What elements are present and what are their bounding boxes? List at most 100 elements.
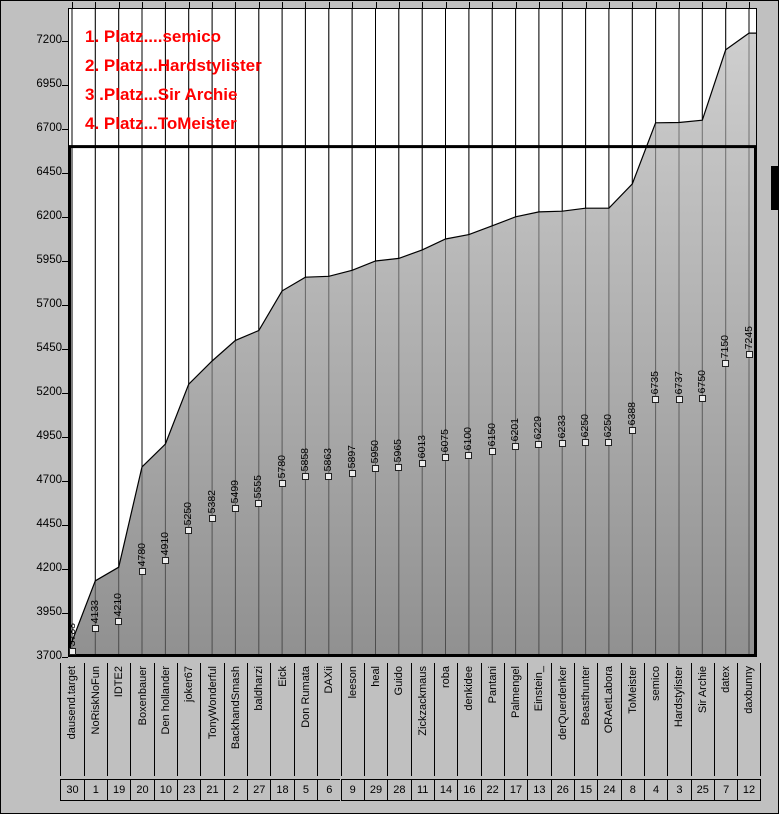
x-category-cell: Einstein_ xyxy=(527,663,550,776)
x-category-cell: baldharzi xyxy=(247,663,270,776)
data-point-marker xyxy=(488,447,496,455)
x-category-cell: heal xyxy=(363,663,387,776)
y-axis-label: 6950 xyxy=(36,78,62,90)
x-category-label: derQuerdenker xyxy=(556,666,569,740)
top-axis-tick xyxy=(212,2,214,9)
rank-number-cell: 23 xyxy=(177,779,201,801)
y-axis-tick xyxy=(62,217,68,218)
top-axis-tick xyxy=(188,2,190,9)
y-axis-tick xyxy=(62,657,68,658)
rank-number-cell: 20 xyxy=(130,779,154,801)
x-category-label: TonyWonderful xyxy=(206,666,219,740)
rank-number-cell: 11 xyxy=(410,779,434,801)
y-axis-label: 5700 xyxy=(36,298,62,310)
series-line xyxy=(68,32,757,643)
x-category-label: Den hollander xyxy=(159,666,172,735)
point-value-label: 5965 xyxy=(392,439,405,463)
top-axis-tick xyxy=(585,2,587,9)
data-point-marker xyxy=(185,526,193,534)
point-value-label: 6737 xyxy=(672,371,685,395)
rank-2-label: 2. Platz...Hardstylister xyxy=(85,56,262,75)
x-category-cell: BackhandSmash xyxy=(223,663,247,776)
data-point-marker xyxy=(115,618,123,626)
x-category-cell: dausend.target xyxy=(60,663,83,776)
plot-border xyxy=(68,8,757,657)
x-category-label: daxbunny xyxy=(742,666,755,714)
top-axis-tick xyxy=(632,2,634,9)
y-axis-tick xyxy=(62,569,68,570)
point-value-label: 4910 xyxy=(158,531,171,556)
x-category-cell: Boxenbauer xyxy=(130,663,153,776)
rank-number-cell: 9 xyxy=(340,779,364,801)
point-value-label: 5250 xyxy=(182,501,195,526)
top-axis-tick xyxy=(142,2,143,9)
rank-number-cell: 7 xyxy=(714,779,738,801)
x-category-label: ORAetLabora xyxy=(603,666,616,734)
point-value-label: 6201 xyxy=(509,418,522,442)
y-axis-label: 6450 xyxy=(36,166,62,178)
y-axis-label: 4450 xyxy=(36,518,62,530)
x-category-label: Pantani xyxy=(486,666,499,704)
rank-4-label: 4. Platz...ToMeister xyxy=(85,114,237,133)
target-zone-box xyxy=(68,145,757,657)
rank-number-cell: 25 xyxy=(690,779,714,801)
rank-number-cell: 1 xyxy=(83,779,108,801)
point-value-label: 5863 xyxy=(322,447,335,472)
x-category-cell: semico xyxy=(643,663,667,776)
point-value-label: 7150 xyxy=(719,334,732,359)
rank-number-cell: 22 xyxy=(480,779,504,801)
plot-area xyxy=(68,8,757,657)
y-axis-tick xyxy=(62,261,68,262)
data-point-marker xyxy=(745,351,753,359)
x-category-label: Guido xyxy=(393,666,406,696)
top-axis-tick xyxy=(258,2,260,9)
point-value-label: 6388 xyxy=(625,401,638,426)
top-axis-tick xyxy=(608,2,610,9)
top-axis-tick xyxy=(165,2,167,9)
top-axis-tick xyxy=(538,2,540,9)
top-axis-tick xyxy=(95,2,97,9)
point-value-label: 7245 xyxy=(742,326,755,350)
point-value-label: 5950 xyxy=(369,440,381,464)
top-axis-tick xyxy=(468,2,470,9)
x-category-label: Einstein_ xyxy=(533,666,546,712)
rank-number-cell: 24 xyxy=(597,779,621,801)
rank-number-cell: 14 xyxy=(433,779,458,801)
x-category-cell: ToMeister xyxy=(620,663,644,776)
x-category-cell: daxbunny xyxy=(737,663,761,776)
point-value-label: 6100 xyxy=(462,427,475,451)
point-value-label: 6233 xyxy=(555,415,568,439)
top-axis-tick xyxy=(725,2,727,9)
x-category-label: semico xyxy=(650,666,663,701)
rank-number-cell: 29 xyxy=(363,779,388,801)
x-category-label: Hardstylister xyxy=(673,666,686,728)
point-value-label: 6250 xyxy=(602,413,615,438)
x-category-label: joker67 xyxy=(183,666,196,703)
rank-number-cell: 5 xyxy=(293,779,318,801)
x-category-label: leeson xyxy=(346,666,359,699)
point-value-label: 5499 xyxy=(228,480,241,504)
y-axis-label: 4700 xyxy=(36,474,62,486)
top-axis-tick xyxy=(515,2,517,9)
x-category-cell: datex xyxy=(714,663,737,776)
ranking-legend: 1. Platz....semico 2. Platz...Hardstylis… xyxy=(85,22,262,138)
data-point-marker xyxy=(442,454,449,462)
data-point-marker xyxy=(91,625,99,633)
x-category-label: datex xyxy=(720,666,733,693)
data-point-marker xyxy=(418,459,426,467)
data-point-marker xyxy=(208,515,216,523)
rank-number-cell: 27 xyxy=(247,779,271,801)
x-category-cell: derQuerdenker xyxy=(550,663,574,776)
top-axis-tick xyxy=(118,2,120,9)
x-category-cell: IDTE2 xyxy=(107,663,130,776)
x-category-label: Beasthunter xyxy=(580,666,593,726)
point-value-label: 4780 xyxy=(135,543,148,567)
data-point-marker xyxy=(325,472,333,480)
x-category-label: BackhandSmash xyxy=(229,666,242,750)
data-point-marker xyxy=(675,395,683,403)
y-axis-label: 5450 xyxy=(36,342,62,354)
x-category-cell: roba xyxy=(433,663,457,776)
y-axis-label: 6700 xyxy=(36,122,62,134)
data-point-marker xyxy=(628,426,636,434)
